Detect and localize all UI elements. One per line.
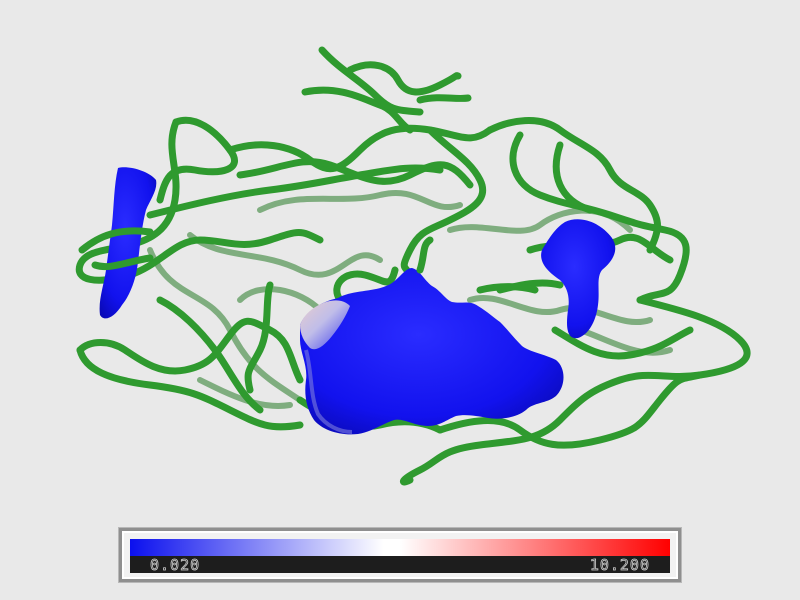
color-scale-bar: 0.020 10.200 bbox=[119, 528, 681, 582]
protein-backbone-front bbox=[78, 227, 539, 294]
color-gradient bbox=[130, 539, 670, 556]
color-scale-max-label: 10.200 bbox=[589, 556, 650, 575]
surface-patch-right bbox=[541, 219, 616, 339]
surface-patch-left bbox=[99, 167, 157, 319]
color-scale-min-label: 0.020 bbox=[150, 556, 201, 575]
surface-shading-edge bbox=[304, 349, 353, 434]
surface-patch-central bbox=[300, 268, 564, 435]
color-scale-labels: 0.020 10.200 bbox=[130, 556, 670, 575]
surface-warm-region bbox=[300, 300, 350, 350]
